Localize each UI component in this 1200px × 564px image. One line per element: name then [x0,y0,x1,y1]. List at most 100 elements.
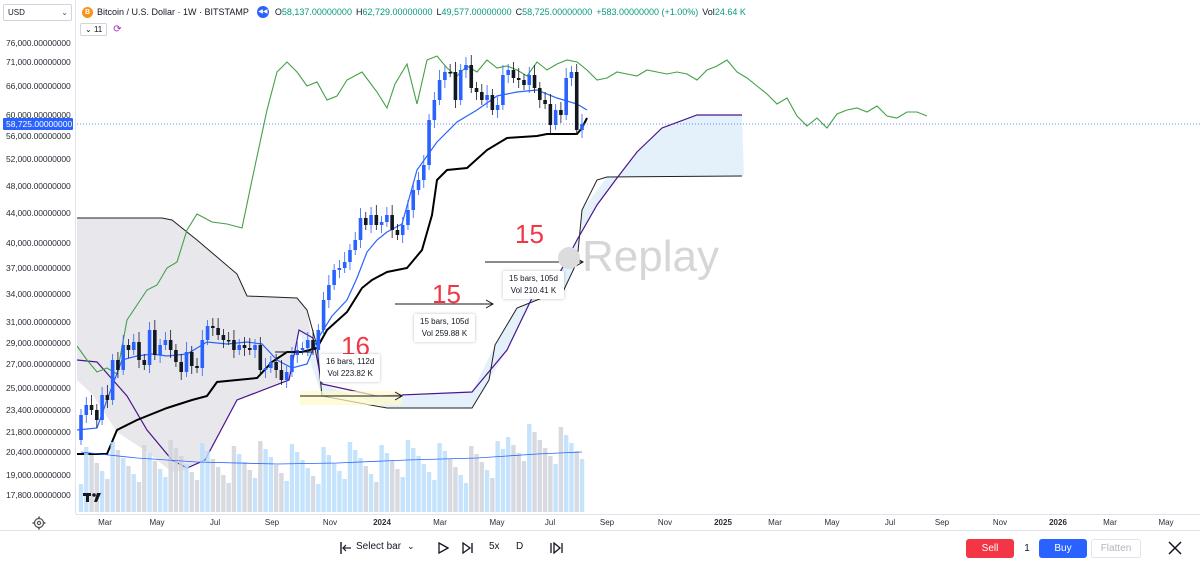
volume-bar [163,477,168,512]
time-tick-label: Sep [934,518,950,527]
range-label-2: 15 bars, 105d Vol 259.88 K [414,314,475,342]
candle-body [432,100,437,120]
volume-bar [194,480,200,512]
candle-body [353,240,358,250]
price-chart[interactable] [77,0,1200,514]
replay-speed-button[interactable]: 5x [489,541,500,552]
volume-ma-line [80,451,583,465]
candle-body [284,372,289,380]
jump-to-realtime-icon[interactable] [550,542,564,554]
candle-body [232,340,236,350]
range-label-1: 16 bars, 112d Vol 223.82 K [320,354,381,382]
play-icon[interactable] [437,542,449,554]
volume-bar [305,468,310,512]
volume-bar [152,461,158,512]
volume-bar [437,443,442,512]
volume-bar [542,448,548,512]
replay-rewind-icon[interactable]: ◀◀ [256,6,269,18]
candle-body [395,230,400,235]
candle-body [184,352,189,372]
symbol-title[interactable]: Bitcoin / U.S. Dollar · 1W · BITSTAMP [97,7,249,17]
candle-body [200,340,205,368]
volume-bar [205,451,210,512]
candle-body [147,330,152,365]
volume-bar [115,450,121,512]
indicators-toggle[interactable]: ⌄ 11 [80,23,108,36]
select-bar-button[interactable]: Select bar [356,541,402,552]
volume-bar [484,470,490,512]
candle-body [163,340,168,345]
candle-body [110,360,115,400]
candle-body [522,80,526,85]
volume-bar [447,459,453,512]
volume-bar [242,462,247,512]
time-tick-label: Sep [264,518,280,527]
volume-bar [226,483,231,512]
volume-bar [273,465,279,512]
candle-body [363,218,368,225]
range-volume-text: Vol 259.88 K [421,329,468,338]
candle-body [501,75,505,105]
price-tick-label: 29,000.00000000 [6,338,71,348]
price-axis[interactable]: USD ⌄ 76,000.00000000 71,000.00000000 66,0… [0,0,76,530]
volume-bar [579,459,585,512]
volume-bar [474,454,479,512]
candle-body [458,70,463,100]
chevron-down-icon[interactable]: ⌄ [407,541,415,551]
currency-select[interactable]: USD ⌄ [3,4,72,21]
volume-bar [316,484,321,512]
volume-bar [131,474,136,512]
price-tick-label: 19,000.00000000 [6,470,71,480]
time-tick-label: Nov [992,518,1008,527]
candle-body [453,72,458,100]
price-tick-label: 31,000.00000000 [6,317,71,327]
volume-bar [379,445,384,512]
indicator-count: 11 [93,25,103,34]
volume-bar [458,475,463,512]
ichimoku-cloud-bullish [299,115,744,408]
buy-button[interactable]: Buy [1039,539,1087,558]
candle-body [342,262,347,268]
time-axis[interactable]: Mar May Jul Sep Nov 2024 Mar May Jul Sep Nov 2025 Ma… [76,514,1200,530]
volume-bar [173,448,179,512]
price-tick-label: 25,000.00000000 [6,383,71,393]
select-bar-icon[interactable] [338,541,352,555]
volume-bar [142,445,147,512]
volume-bar [231,446,237,512]
candle-body [569,72,574,78]
gear-icon[interactable] [31,515,47,531]
price-tick-label: 71,000.00000000 [6,57,71,67]
candle-body [358,218,363,240]
candle-body [464,65,468,70]
volume-bar [553,464,558,512]
sell-button[interactable]: Sell [966,539,1014,558]
step-forward-icon[interactable] [462,542,474,554]
price-tick-label: 76,000.00000000 [6,38,71,48]
price-tick-label: 21,800.00000000 [6,427,71,437]
volume-bar [210,459,216,512]
close-icon[interactable] [1166,539,1184,557]
tradingview-logo[interactable] [83,493,101,502]
candle-body [116,360,120,370]
volume-bar [179,456,184,512]
price-tick-label: 44,000.00000000 [6,208,71,218]
quantity-field[interactable]: 1 [1024,543,1030,554]
volume-bar [416,456,421,512]
replay-interval-button[interactable]: D [516,541,524,552]
annotation-number-2: 15 [432,279,461,309]
volume-bar [505,437,511,512]
volume-bar [374,482,379,512]
candle-body [553,110,558,125]
volume-bar [168,440,173,512]
candle-body [337,268,342,270]
candle-body [216,328,220,335]
candle-body [511,70,516,78]
candle-body [548,104,553,125]
volume-bar [284,481,289,512]
volume-bar [395,469,400,512]
price-tick-label: 27,000.00000000 [6,359,71,369]
flatten-button[interactable]: Flatten [1091,539,1141,558]
candle-body [137,342,141,360]
refresh-icon[interactable]: ⟳ [113,24,122,35]
time-tick-label: Nov [322,518,338,527]
